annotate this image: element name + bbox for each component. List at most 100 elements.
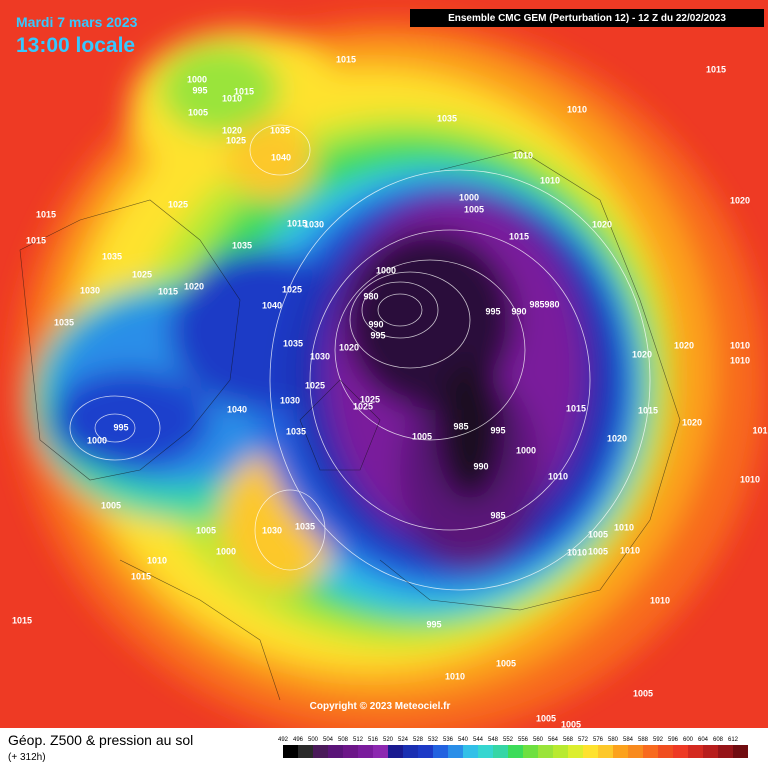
isobar-label: 1005 <box>588 529 608 539</box>
isobar-label: 1015 <box>26 235 46 245</box>
isobar-label: 1015 <box>234 86 254 96</box>
scale-swatch <box>508 745 523 758</box>
isobar-label: 1015 <box>706 64 726 74</box>
isobar-label: 1035 <box>286 426 306 436</box>
isobar-label: 1020 <box>184 281 204 291</box>
isobar-label: 1035 <box>283 338 303 348</box>
scale-swatch <box>493 745 508 758</box>
scale-swatch <box>478 745 493 758</box>
scale-label: 524 <box>398 737 409 743</box>
scale-swatch <box>673 745 688 758</box>
isobar-label: 1010 <box>540 175 560 185</box>
isobar-label: 1010 <box>614 522 634 532</box>
isobar-label: 1010 <box>730 355 750 365</box>
isobar-label: 1015 <box>509 231 529 241</box>
scale-swatch <box>283 745 298 758</box>
isobar-label: 1025 <box>353 401 373 411</box>
scale-swatch <box>523 745 538 758</box>
scale-swatch <box>703 745 718 758</box>
scale-label: 576 <box>593 737 604 743</box>
isobar-label: 1005 <box>101 500 121 510</box>
scale-label: 496 <box>293 737 304 743</box>
scale-swatch <box>718 745 733 758</box>
isobar-label: 990 <box>473 461 488 471</box>
isobar-label: 1010 <box>445 671 465 681</box>
scale-label: 584 <box>623 737 634 743</box>
isobar-label: 1015 <box>12 615 32 625</box>
scale-swatch <box>583 745 598 758</box>
isobar-label: 990 <box>368 319 383 329</box>
isobar-label: 1030 <box>310 351 330 361</box>
scale-label: 520 <box>383 737 394 743</box>
isobar-label: 980 <box>544 299 559 309</box>
isobar-label: 1040 <box>271 152 291 162</box>
isobar-label: 1000 <box>516 445 536 455</box>
isobar-label: 1020 <box>607 433 627 443</box>
isobar-label: 1015 <box>158 286 178 296</box>
isobar-label: 1035 <box>54 317 74 327</box>
scale-label: 604 <box>698 737 709 743</box>
isobar-label: 1010 <box>548 471 568 481</box>
isobar-label: 1040 <box>262 300 282 310</box>
date: Mardi 7 mars 2023 <box>16 14 138 30</box>
isobar-label: 1040 <box>227 404 247 414</box>
isobar-label: 1000 <box>376 265 396 275</box>
isobar-label: 1025 <box>168 199 188 209</box>
scale-swatch <box>538 745 553 758</box>
isobar-label: 1015 <box>287 218 307 228</box>
scale-label: 596 <box>668 737 679 743</box>
color-scale: 492 496 500 504 508 512 516 520 524 528 532 536 540 5… <box>278 737 748 758</box>
isobar-label: 1035 <box>102 251 122 261</box>
isobar-label: 990 <box>511 306 526 316</box>
scale-swatch <box>388 745 403 758</box>
isobar-label: 1020 <box>339 342 359 352</box>
scale-swatch <box>658 745 673 758</box>
isobar-label: 1005 <box>633 688 653 698</box>
isobar-label: 995 <box>490 425 505 435</box>
isobar-label: 1015 <box>336 54 356 64</box>
isobar-label: 1025 <box>132 269 152 279</box>
isobar-label: 1015 <box>638 405 658 415</box>
scale-label: 528 <box>413 737 424 743</box>
isobar-label: 1030 <box>80 285 100 295</box>
scale-label: 492 <box>278 737 289 743</box>
scale-swatch <box>343 745 358 758</box>
scale-swatch <box>733 745 748 758</box>
isobar-label: 995 <box>192 85 207 95</box>
scale-swatch <box>373 745 388 758</box>
isobar-label: 101 <box>752 425 767 435</box>
isobar-label: 1010 <box>222 93 242 103</box>
isobar-labels: 1000995101010151015101510051020102510351… <box>12 54 768 729</box>
scale-swatch <box>568 745 583 758</box>
isobar-label: 1005 <box>496 658 516 668</box>
scale-label: 612 <box>728 737 739 743</box>
scale-swatch <box>433 745 448 758</box>
scale-label: 544 <box>473 737 484 743</box>
isobar-label: 995 <box>370 330 385 340</box>
isobar-label: 1020 <box>682 417 702 427</box>
scale-label: 592 <box>653 737 664 743</box>
isobar-label: 1015 <box>566 403 586 413</box>
isobar-label: 1030 <box>304 219 324 229</box>
isobar-label: 1025 <box>282 284 302 294</box>
isobars <box>69 124 651 591</box>
isobar-label: 1010 <box>567 547 587 557</box>
scale-swatch <box>298 745 313 758</box>
isobar-label: 1020 <box>730 195 750 205</box>
footer-title: Géop. Z500 & pression au sol <box>8 732 193 748</box>
isobar-label: 995 <box>485 306 500 316</box>
isobar-label: 1000 <box>216 546 236 556</box>
isobar-label: 1010 <box>147 555 167 565</box>
scale-label: 608 <box>713 737 724 743</box>
coastlines <box>19 149 681 701</box>
isobar-label: 980 <box>363 291 378 301</box>
isobar-label: 1035 <box>232 240 252 250</box>
scale-label: 548 <box>488 737 499 743</box>
isobar-label: 1005 <box>464 204 484 214</box>
isobar-label: 1015 <box>36 209 56 219</box>
isobar-label: 1010 <box>730 340 750 350</box>
scale-swatch <box>628 745 643 758</box>
scale-label: 512 <box>353 737 364 743</box>
isobar-label: 1010 <box>513 150 533 160</box>
copyright: Copyright © 2023 Meteociel.fr <box>310 701 451 712</box>
